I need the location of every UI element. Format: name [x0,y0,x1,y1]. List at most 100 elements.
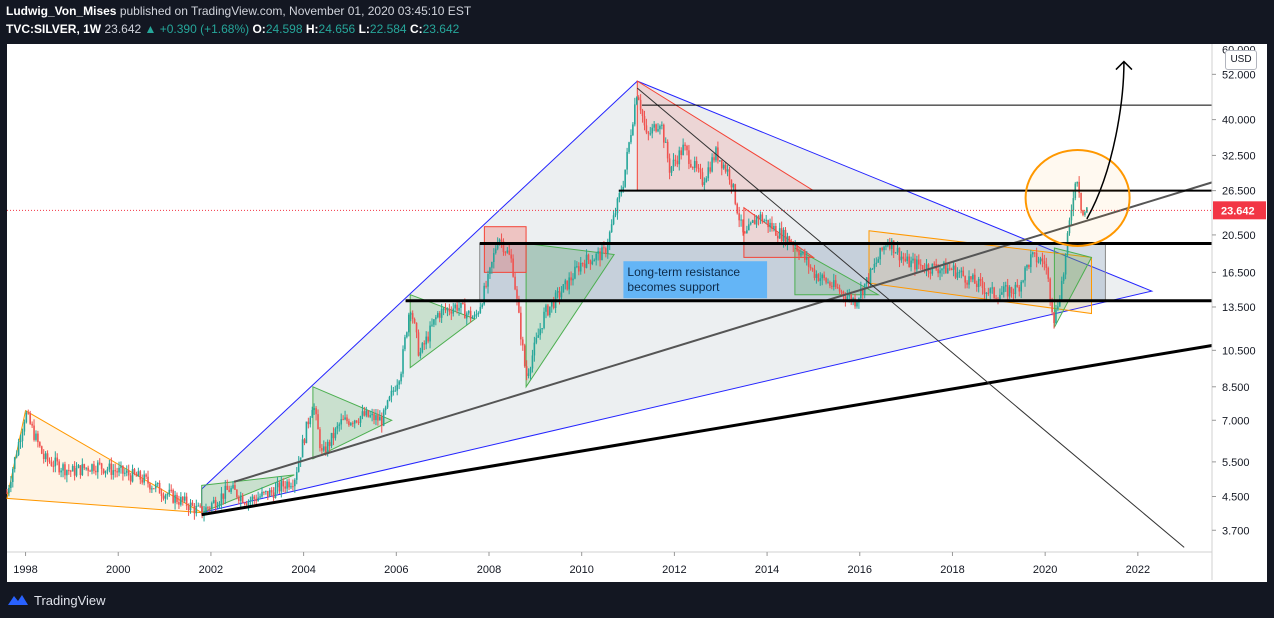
candle-body [137,471,140,477]
symbol-label[interactable]: TVC:SILVER, 1W [6,22,102,36]
candle-body [21,431,24,441]
candle-body [993,287,995,298]
candle-body [767,219,769,228]
candle-body [431,324,433,326]
candle-body [408,314,410,333]
candle-body [133,469,136,474]
candle-body [270,490,273,493]
candle-body [744,232,746,234]
price-axis[interactable]: 52.000 40.000 32.500 26.500 20.500 16.500 13.5… [1211,44,1266,580]
candle-body [274,487,277,499]
candle-body [531,355,534,369]
candle-body [587,254,590,260]
candle-body [104,470,107,474]
candles-layer [6,94,1088,522]
brand-name[interactable]: TradingView [34,593,106,608]
candle-body [666,141,669,159]
currency-badge[interactable]: USD [1225,50,1257,70]
candle-body [1037,261,1040,263]
candle-body [344,417,346,420]
price-tick-label: 16.500 [1222,267,1256,279]
candle-body [664,141,667,143]
candle-body [141,479,144,483]
candle-body [1018,287,1021,292]
candle-body [695,161,698,168]
candle-body [183,496,186,501]
arrow-head-icon [1115,60,1133,71]
candle-body [972,274,974,280]
last-price-badge [1213,201,1266,220]
candle-body [8,487,10,493]
candle-body [622,186,625,192]
candle-body [71,465,74,472]
candle-body [180,496,182,505]
candle-body [651,127,654,134]
candle-body [904,258,907,262]
candle-body [842,291,845,297]
candle-body [307,421,310,425]
candle-body [110,463,113,475]
low-value: 22.584 [369,22,407,36]
rising-trendline [233,181,1213,483]
candle-body [1041,258,1044,262]
time-tick-label: 2016 [848,564,872,576]
candle-body [243,502,246,504]
candle-body [995,297,997,299]
last-price-label: 23.642 [1221,205,1255,217]
candle-body [929,271,932,274]
tradingview-logo-icon[interactable] [7,592,29,608]
candle-body [469,310,472,319]
candle-body [705,178,708,183]
close-label: C: [409,22,423,36]
candle-body [873,263,876,269]
candle-body [910,260,912,268]
candle-body [1024,267,1026,281]
candle-body [69,470,72,472]
candle-body [614,213,617,216]
candle-body [788,236,791,243]
candle-body [245,503,248,505]
candle-body [415,322,418,333]
candle-body [276,482,279,488]
candle-body [889,242,891,249]
candle-body [755,216,758,225]
candle-body [35,433,37,440]
candle-body [280,480,283,492]
candle-body [730,179,733,188]
price-chart[interactable]: 52.000 40.000 32.500 26.500 20.500 16.500 13.5… [0,42,1274,584]
time-axis[interactable]: 1998 2000 2002 2004 2006 2008 2010 2012 2014 2016… [7,551,1212,576]
price-tick-label: 13.500 [1222,302,1256,314]
time-tick-label: 2010 [569,564,593,576]
candle-body [419,352,422,356]
candle-body [108,463,111,470]
candle-body [809,266,812,269]
candle-body [661,124,663,126]
candle-body [377,415,379,421]
candle-body [265,490,267,492]
candle-body [15,454,18,458]
author-name[interactable]: Ludwig_Von_Mises [6,4,117,18]
candle-body [749,222,752,225]
support-zone [479,243,1106,302]
candle-body [1026,264,1028,268]
candle-body [83,464,86,469]
candle-body [805,257,808,260]
candle-body [170,489,173,491]
candle-body [321,448,323,451]
candle-body [537,335,540,338]
candle-body [620,191,623,194]
candle-body [164,495,167,499]
candle-body [753,220,756,225]
candle-body [981,281,984,289]
candle-body [214,500,217,508]
candle-body [425,336,427,345]
candle-body [655,124,657,132]
candle-body [794,245,796,247]
candle-body [158,482,161,494]
candle-body [757,216,760,219]
candle-body [199,505,201,507]
candle-body [1030,254,1032,268]
candle-body [556,290,559,293]
candle-body [390,390,393,397]
candle-body [1062,274,1065,281]
